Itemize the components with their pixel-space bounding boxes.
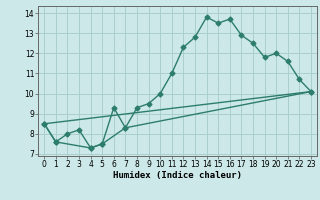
X-axis label: Humidex (Indice chaleur): Humidex (Indice chaleur) bbox=[113, 171, 242, 180]
